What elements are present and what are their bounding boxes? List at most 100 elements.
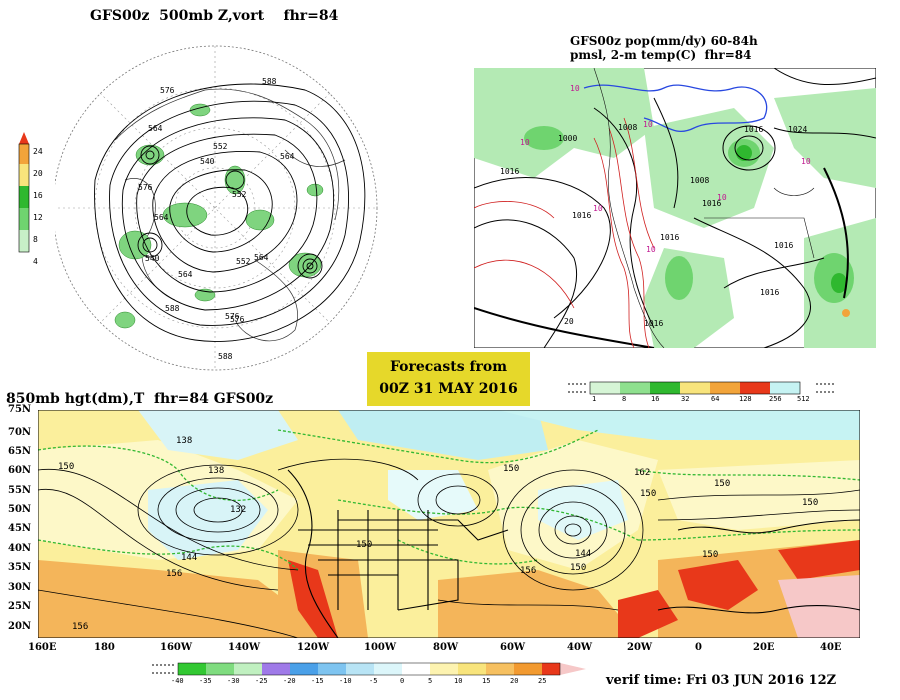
polar-contour-label: 564 (280, 152, 295, 161)
height-label: 150 (570, 563, 587, 573)
lat-label: 35N (8, 562, 32, 573)
height-label: 156 (72, 622, 89, 632)
polar-cb-label-12: 12 (33, 213, 43, 222)
map-850mb (37, 409, 861, 639)
polar-contour-label: 588 (262, 77, 277, 86)
lon-label: 100W (364, 642, 397, 653)
pressure-label: 1016 (500, 167, 520, 176)
polar-colorbar (18, 132, 30, 262)
temp-cb-label: 25 (538, 677, 547, 685)
precip-cb-label: 32 (681, 395, 690, 403)
lon-label: 80W (433, 642, 459, 653)
polar-contour-label: 552 (213, 142, 228, 151)
lon-label: 160W (160, 642, 193, 653)
height-label: 150 (714, 479, 731, 489)
height-label: 150 (702, 550, 719, 560)
pressure-label: 1024 (788, 125, 808, 134)
polar-cb-label-16: 16 (33, 191, 43, 200)
temp-cb-label: -35 (199, 677, 212, 685)
lat-label: 20N (8, 621, 32, 632)
lon-label: 120W (297, 642, 330, 653)
polar-contour-label: 552 (232, 190, 247, 199)
lat-label: 65N (8, 446, 32, 457)
polar-contour-label: 588 (165, 304, 180, 313)
polar-contour-label: 564 (154, 213, 169, 222)
polar-contour-label: 540 (200, 157, 215, 166)
temp-cb-label: -20 (283, 677, 296, 685)
polar-cb-label-4: 4 (33, 257, 38, 266)
lon-label: 40E (820, 642, 842, 653)
lat-label: 45N (8, 523, 32, 534)
polar-cb-label-8: 8 (33, 235, 38, 244)
polar-contour-label: 576 (138, 183, 153, 192)
precip-cb-label: 64 (711, 395, 720, 403)
pressure-label: 1016 (702, 199, 722, 208)
lat-label: 25N (8, 601, 32, 612)
forecast-banner: Forecasts from 00Z 31 MAY 2016 (367, 352, 530, 406)
temp-cb-label: 0 (400, 677, 405, 685)
temp-cb-label: -15 (311, 677, 324, 685)
temp-cb-label: 5 (428, 677, 433, 685)
temp-label: 10 (717, 193, 727, 202)
precip-cb-label: 16 (651, 395, 660, 403)
precip-cb-label: 8 (622, 395, 627, 403)
polar-stereographic-map (52, 30, 385, 380)
lat-label: 75N (8, 404, 32, 415)
pressure-label: 1016 (660, 233, 680, 242)
verification-time: verif time: Fri 03 JUN 2016 12Z (606, 673, 837, 688)
polar-contour-label: 576 (225, 312, 240, 321)
polar-contour-label: 588 (218, 352, 233, 361)
pressure-label: 1008 (690, 176, 710, 185)
lon-label: 160E (28, 642, 57, 653)
precip-cb-label: 128 (739, 395, 752, 403)
temp-cb-label: 20 (510, 677, 519, 685)
polar-contour-label: 576 (160, 86, 175, 95)
precip-cb-label: 1 (592, 395, 597, 403)
height-label: 132 (230, 505, 247, 515)
lat-label: 50N (8, 504, 32, 515)
temp-label: 20 (564, 317, 574, 326)
lon-label: 180 (94, 642, 115, 653)
precip-panel-title-line1: GFS00z pop(mm/dy) 60-84h (570, 34, 758, 48)
lat-label: 40N (8, 543, 32, 554)
polar-cb-label-24: 24 (33, 147, 43, 156)
temp-label: 10 (593, 204, 603, 213)
temp-cb-label: 15 (482, 677, 491, 685)
pressure-label: 1000 (558, 134, 578, 143)
polar-panel-title: GFS00z 500mb Z,vort fhr=84 (90, 8, 339, 24)
lon-label: 0 (695, 642, 702, 653)
height-label: 144 (181, 553, 198, 563)
lat-label: 60N (8, 465, 32, 476)
lon-label: 60W (500, 642, 526, 653)
pressure-label: 1016 (744, 125, 764, 134)
height-label: 144 (575, 549, 592, 559)
lon-label: 20W (627, 642, 653, 653)
polar-contour-label: 576 (230, 315, 245, 324)
temp-cb-label: -10 (339, 677, 352, 685)
temp-cb-label: -5 (369, 677, 378, 685)
height-label: 150 (356, 540, 373, 550)
temp-cb-label: -25 (255, 677, 268, 685)
lon-label: 140W (228, 642, 261, 653)
temp-label: 10 (520, 138, 530, 147)
pressure-label: 1016 (572, 211, 592, 220)
height-label: 156 (520, 566, 537, 576)
temp-label: 10 (646, 245, 656, 254)
precip-cb-label: 256 (769, 395, 782, 403)
height-label: 138 (208, 466, 225, 476)
panel-850-title: 850mb hgt(dm),T fhr=84 GFS00z (6, 391, 274, 407)
temp-cb-label: 10 (454, 677, 463, 685)
precip-colorbar (568, 380, 838, 395)
precip-cb-label: 512 (797, 395, 810, 403)
height-label: 162 (634, 468, 651, 478)
lat-label: 55N (8, 485, 32, 496)
height-label: 150 (640, 489, 657, 499)
lon-label: 20E (753, 642, 775, 653)
polar-contour-label: 552 (236, 257, 251, 266)
height-label: 150 (802, 498, 819, 508)
pressure-label: 1016 (774, 241, 794, 250)
height-label: 150 (58, 462, 75, 472)
pressure-label: 1016 (760, 288, 780, 297)
height-label: 156 (166, 569, 183, 579)
pressure-label: 1008 (618, 123, 638, 132)
